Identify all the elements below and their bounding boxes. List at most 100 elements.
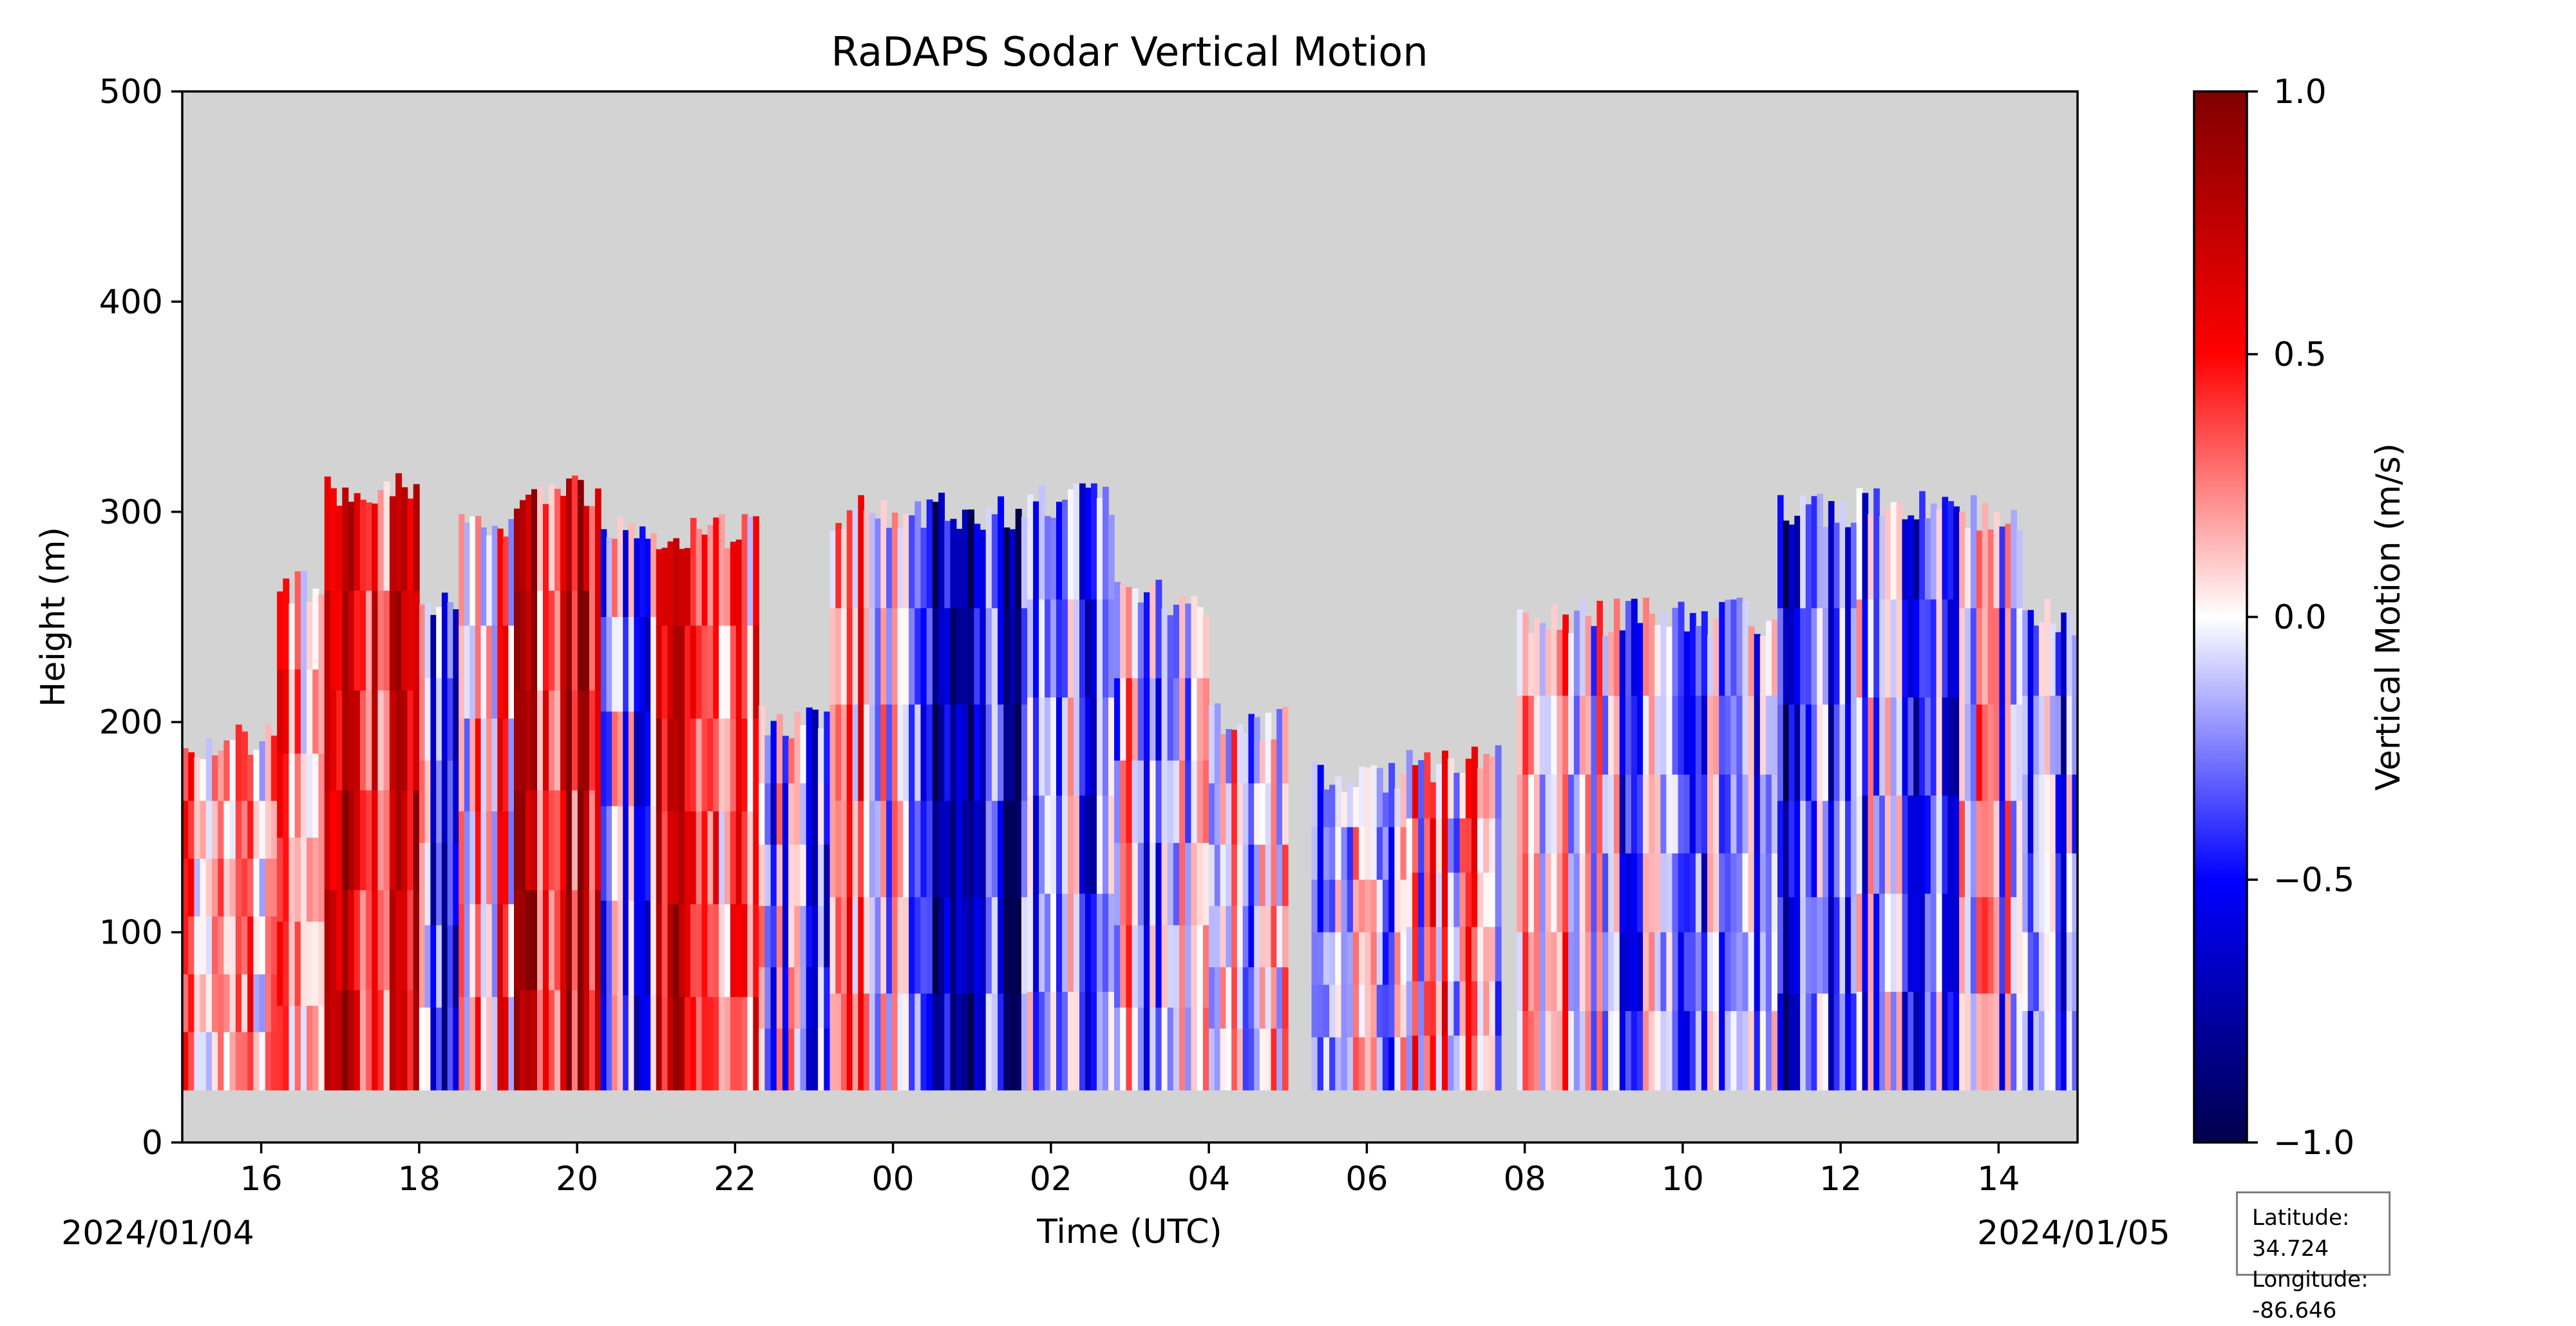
data-cell	[200, 974, 207, 1033]
data-cell	[1794, 800, 1801, 898]
data-cell	[2061, 853, 2067, 933]
data-cell	[1489, 1036, 1496, 1091]
data-cell	[974, 524, 981, 609]
data-cell	[1155, 925, 1162, 1009]
data-cell	[182, 858, 189, 917]
data-cell	[430, 761, 437, 844]
data-cell	[475, 516, 482, 627]
data-cell	[531, 890, 538, 991]
data-cell	[1987, 608, 1994, 705]
data-cell	[294, 837, 301, 923]
data-cell	[1953, 697, 1960, 797]
data-cell	[1596, 853, 1603, 933]
data-cell	[1477, 818, 1484, 873]
data-cell	[229, 800, 236, 860]
data-cell	[1039, 992, 1045, 1091]
data-cell	[194, 858, 201, 917]
data-cell	[1236, 967, 1244, 1029]
data-cell	[1359, 880, 1366, 933]
data-cell	[1003, 897, 1010, 994]
data-cell	[811, 844, 819, 907]
data-cell	[1730, 599, 1738, 697]
location-box: Latitude: 34.724 Longitude: -86.646	[2236, 1191, 2391, 1323]
data-cell	[886, 705, 893, 802]
data-cell	[447, 761, 454, 844]
data-cell	[656, 904, 663, 998]
data-cell	[1936, 893, 1943, 992]
data-cell	[1683, 932, 1690, 1012]
data-cell	[486, 718, 493, 812]
data-cell	[829, 705, 837, 802]
data-cell	[1179, 595, 1186, 679]
data-cell	[1591, 932, 1598, 1012]
data-cell	[920, 705, 927, 802]
data-cell	[1562, 696, 1569, 775]
data-cell	[300, 837, 307, 923]
data-cell	[1788, 897, 1795, 994]
data-cell	[242, 858, 248, 917]
data-cell	[271, 858, 278, 917]
data-cell	[1759, 932, 1766, 1012]
data-cell	[366, 591, 373, 691]
data-cell	[914, 501, 922, 609]
data-cell	[1591, 774, 1598, 854]
data-cell	[1003, 800, 1010, 898]
data-cell	[1845, 800, 1852, 898]
data-cell	[961, 800, 969, 898]
data-cell	[1890, 502, 1897, 600]
data-cell	[1602, 636, 1609, 697]
data-cell	[520, 890, 526, 991]
data-cell	[606, 995, 612, 1091]
data-cell	[1120, 761, 1127, 844]
data-cell	[1015, 800, 1022, 898]
data-cell	[289, 603, 296, 670]
data-cell	[560, 496, 567, 591]
data-cell	[1388, 985, 1396, 1038]
data-cell	[1765, 932, 1772, 1012]
data-cell	[897, 897, 904, 994]
data-cell	[1341, 791, 1348, 828]
data-cell	[998, 897, 1005, 994]
data-cell	[1654, 1011, 1662, 1091]
data-cell	[188, 858, 195, 917]
data-cell	[730, 542, 737, 627]
data-cell	[330, 790, 337, 891]
data-cell	[1608, 932, 1615, 1012]
data-cell	[1619, 932, 1626, 1012]
data-cell	[1713, 774, 1719, 854]
data-cell	[661, 904, 668, 998]
data-cell	[1839, 608, 1846, 705]
longitude-label: Longitude: -86.646	[2252, 1267, 2369, 1323]
data-cell	[719, 514, 725, 627]
data-cell	[1214, 905, 1221, 968]
data-cell	[696, 904, 703, 998]
data-cell	[1777, 608, 1784, 705]
data-cell	[1412, 873, 1419, 928]
data-cell	[223, 974, 231, 1033]
data-cell	[1388, 932, 1396, 985]
data-cell	[1068, 697, 1074, 797]
data-cell	[480, 811, 487, 905]
data-cell	[1412, 981, 1419, 1036]
data-cell	[961, 705, 969, 802]
data-cell	[770, 721, 777, 784]
data-cell	[271, 800, 278, 860]
data-cell	[1517, 774, 1524, 854]
data-cell	[1191, 925, 1198, 1009]
data-cell	[1765, 853, 1772, 933]
data-cell	[1833, 993, 1841, 1091]
y-tick-label: 300	[99, 493, 163, 532]
data-cell	[1435, 1036, 1443, 1091]
data-cell	[2033, 774, 2040, 854]
data-cell	[2072, 696, 2078, 775]
data-cell	[560, 990, 567, 1091]
data-cell	[719, 811, 725, 905]
data-cell	[897, 608, 904, 705]
data-cell	[1359, 985, 1366, 1038]
data-cell	[1970, 993, 1977, 1091]
data-cell	[846, 608, 853, 705]
colorbar-tick-label: 1.0	[2273, 73, 2327, 111]
data-cell	[956, 993, 963, 1091]
data-cell	[1103, 486, 1109, 600]
data-cell	[1085, 795, 1092, 895]
